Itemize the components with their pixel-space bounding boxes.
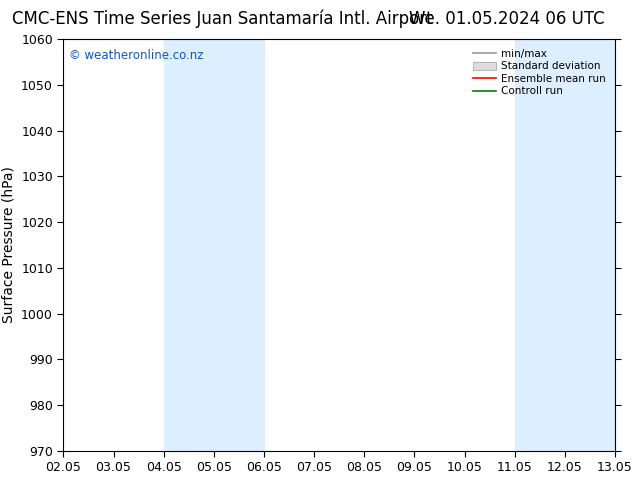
- Text: © weatheronline.co.nz: © weatheronline.co.nz: [69, 49, 204, 63]
- Legend: min/max, Standard deviation, Ensemble mean run, Controll run: min/max, Standard deviation, Ensemble me…: [469, 45, 610, 100]
- Bar: [515, 39, 615, 451]
- Bar: [164, 39, 264, 451]
- Text: CMC-ENS Time Series Juan Santamaría Intl. Airport: CMC-ENS Time Series Juan Santamaría Intl…: [11, 10, 432, 28]
- Y-axis label: Surface Pressure (hPa): Surface Pressure (hPa): [1, 167, 16, 323]
- Text: We. 01.05.2024 06 UTC: We. 01.05.2024 06 UTC: [410, 10, 605, 28]
